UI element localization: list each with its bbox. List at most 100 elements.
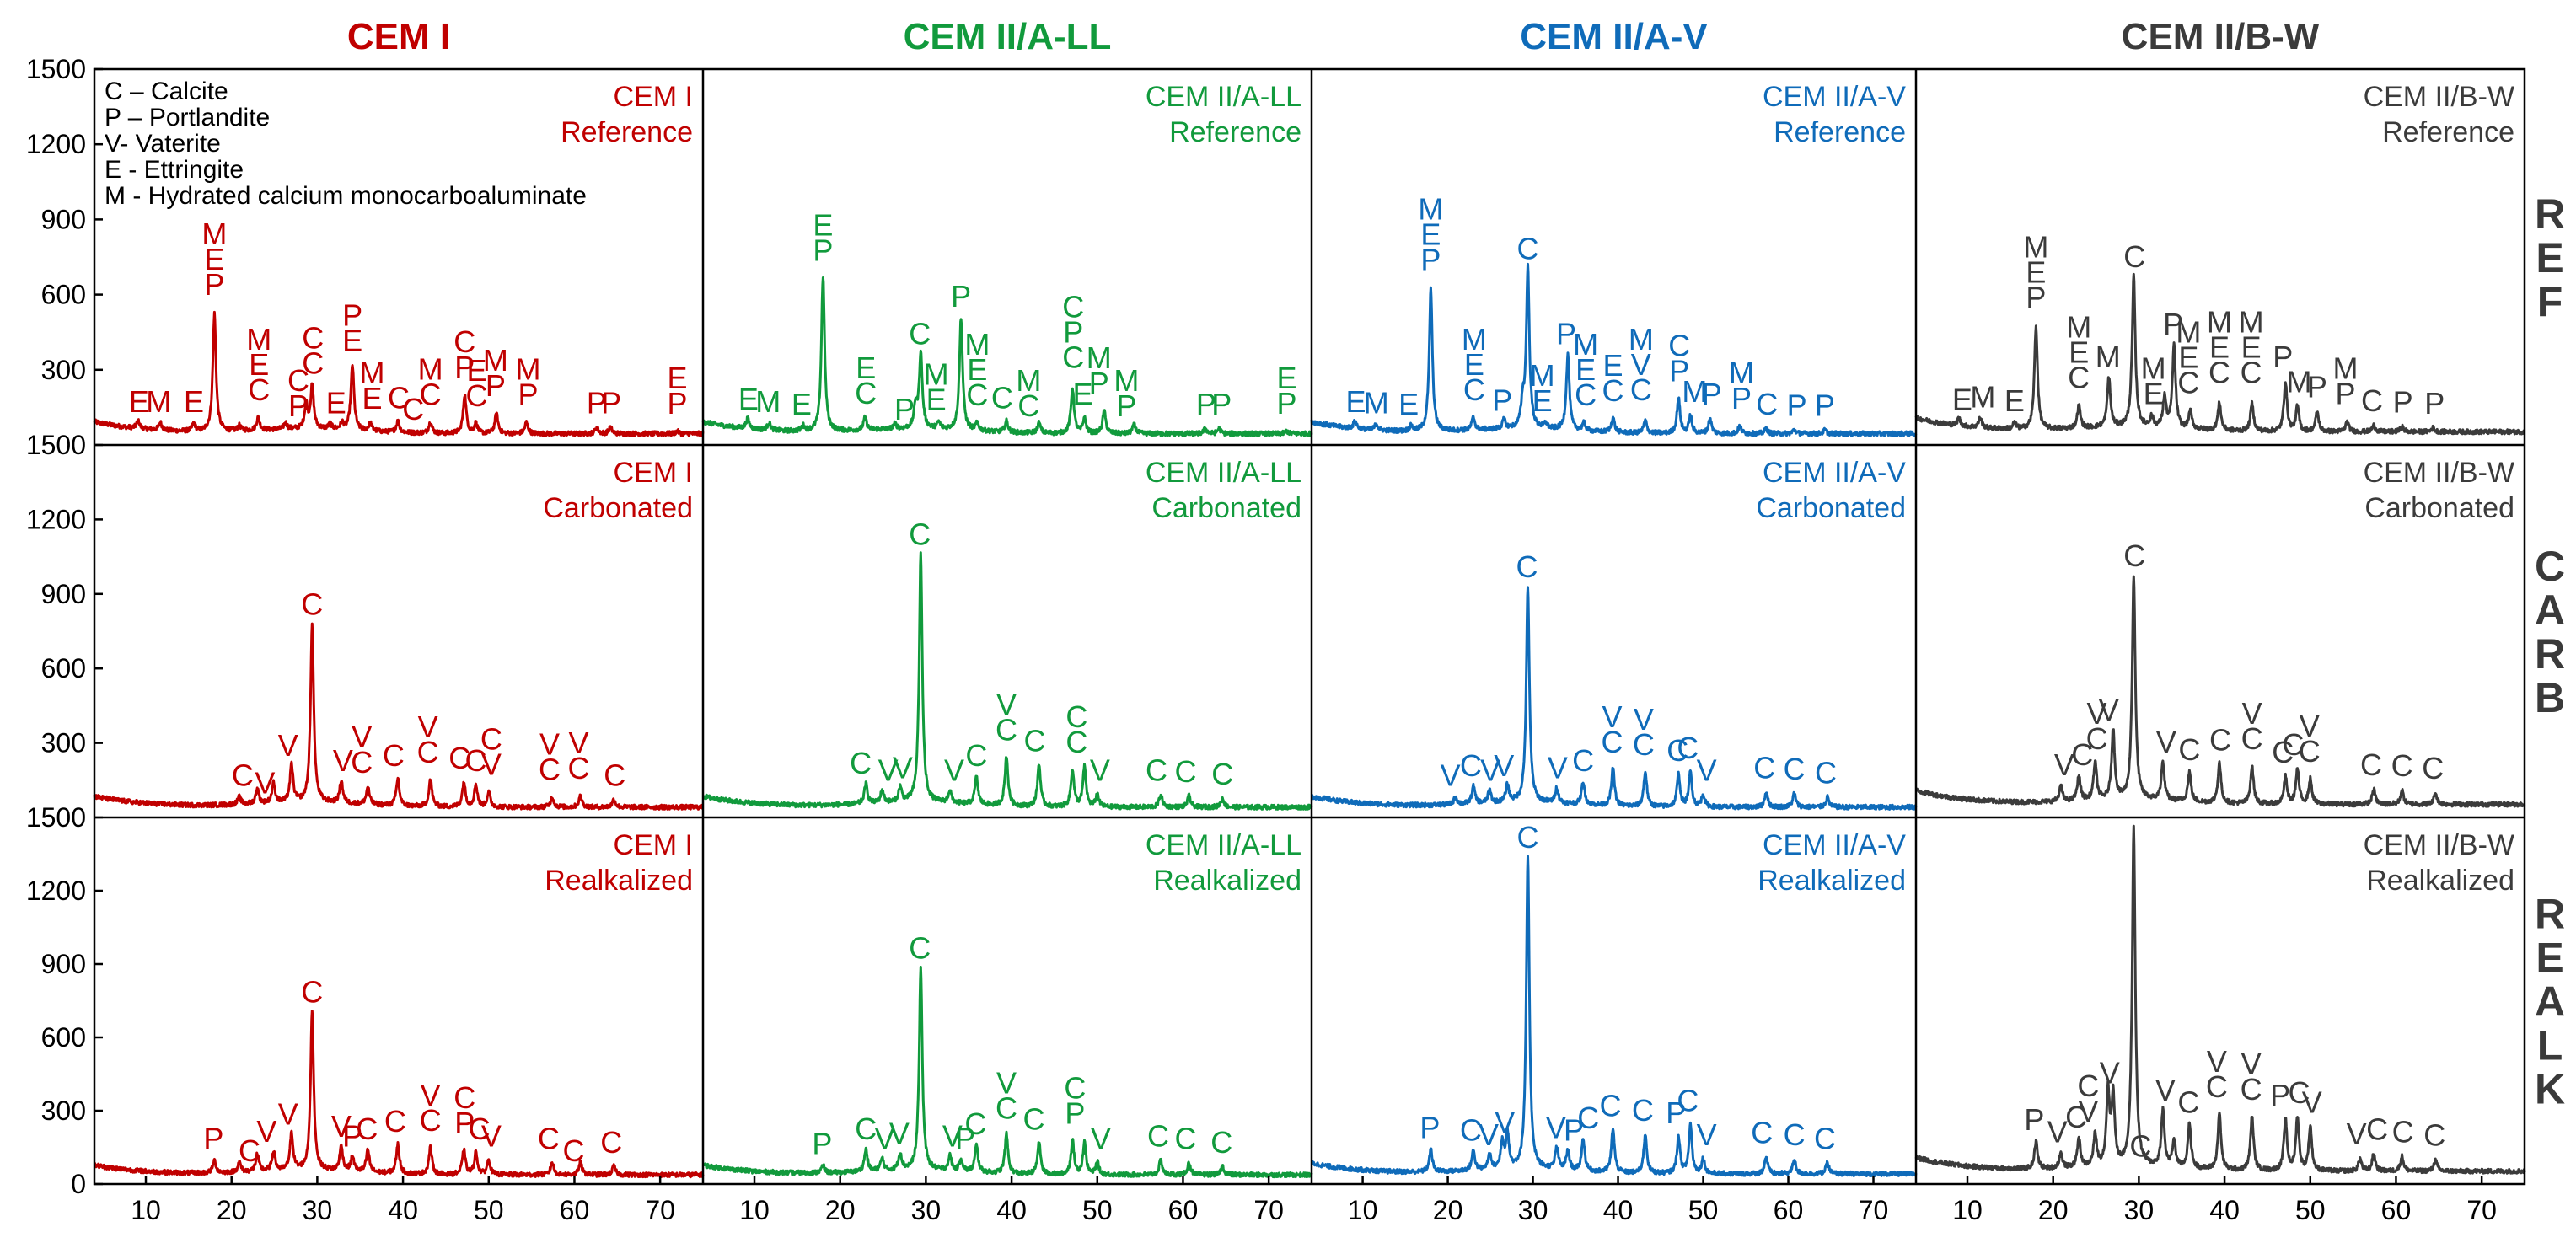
peak-label-letter: V — [996, 687, 1017, 721]
peak-label-letter: P — [518, 378, 539, 412]
peak-label: MEC — [1462, 322, 1487, 407]
panel-condition: Reference — [2382, 116, 2514, 148]
peak-label-letter: P — [486, 368, 506, 403]
peak-label-letter: C — [465, 743, 487, 778]
y-tick-label: 900 — [41, 949, 86, 979]
x-tick-label: 20 — [217, 1195, 247, 1225]
peak-label-letter: E — [967, 352, 987, 387]
peak-label-letter: C — [1633, 727, 1655, 762]
peak-label: MEC — [1573, 327, 1598, 412]
x-tick-label: 10 — [1952, 1195, 1983, 1225]
peak-label-letter: C — [1517, 820, 1539, 855]
peak-label: C — [2272, 735, 2294, 769]
peak-label-letter: M — [1087, 340, 1112, 375]
panel-sample-name: CEM II/B-W — [2364, 829, 2514, 861]
peak-label-letter: P — [2270, 1078, 2290, 1112]
peak-label-letter: V — [2300, 709, 2320, 743]
peak-label: C — [2289, 1075, 2310, 1110]
peak-label: ME — [359, 356, 384, 415]
peak-label-letter: E — [1072, 377, 1092, 411]
peak-label-letter: V — [2347, 1117, 2367, 1151]
peak-label: P — [2424, 386, 2445, 421]
peak-label: C — [600, 1125, 622, 1160]
peak-label: C — [356, 1112, 378, 1146]
peak-label-letter: V — [875, 1121, 895, 1155]
peak-label: V — [2099, 693, 2119, 727]
y-tick-label: 1500 — [26, 430, 86, 460]
peak-label-letter: C — [2423, 1118, 2445, 1153]
peak-label-letter: C — [1023, 1101, 1045, 1136]
peak-label: V — [1479, 1117, 1499, 1152]
peak-label-letter: V — [2100, 1056, 2120, 1090]
peak-label: C — [1023, 1101, 1045, 1136]
peak-label-letter: P — [1556, 317, 1576, 351]
peak-label-letter: V — [481, 1119, 502, 1154]
peak-label-letter: C — [1630, 372, 1652, 407]
peak-label-letter: M — [2023, 229, 2048, 264]
panel-condition: Realkalized — [2366, 865, 2514, 897]
column-title: CEM I — [347, 16, 450, 57]
peak-label: V — [1697, 753, 1717, 788]
y-tick-label: 900 — [41, 204, 86, 234]
peak-label-letter: C — [2123, 538, 2145, 573]
peak-label-letter: M — [1418, 191, 1443, 226]
peak-label: C — [1784, 752, 1806, 786]
peak-label: E — [2004, 383, 2025, 418]
peak-label: P — [2163, 307, 2183, 341]
peak-label-letter: C — [1175, 754, 1197, 789]
peak-label-letter: V — [421, 1078, 441, 1112]
axes-frame — [93, 67, 2526, 1186]
peak-label: V — [331, 1109, 352, 1144]
peak-label: M — [755, 384, 781, 419]
peak-label: C — [850, 746, 872, 780]
peak-label-letter: E — [856, 351, 876, 385]
peak-label: P — [587, 386, 607, 421]
panel-condition: Carbonated — [543, 492, 693, 524]
peak-label: V — [1441, 758, 1461, 793]
peak-label-letter: C — [383, 738, 405, 773]
peak-label: MC — [1016, 363, 1041, 423]
peak-label-letter: P — [454, 1106, 475, 1140]
peak-label: EP — [1277, 361, 1297, 421]
peak-label-letter: C — [1517, 232, 1539, 266]
peak-label: MEC — [964, 327, 990, 412]
peak-label: C — [1572, 743, 1594, 778]
peak-label-letter: C — [1516, 549, 1538, 584]
peak-label-letter: P — [587, 386, 607, 421]
peak-label-letter: C — [2422, 751, 2444, 785]
peak-label-letter: E — [2241, 330, 2262, 365]
peak-label-letter: V — [1091, 1121, 1111, 1155]
peak-label-letter: C — [568, 751, 590, 785]
peak-label: V — [1480, 753, 1500, 788]
peak-label-letter: C — [1602, 373, 1623, 408]
peak-label-letter: C — [909, 517, 931, 552]
peak-label-letter: M — [1573, 327, 1598, 362]
peak-label-letter: C — [966, 378, 988, 412]
peak-label-letter: V — [1546, 1111, 1566, 1145]
peak-label: C — [1599, 1088, 1621, 1122]
peak-label: C — [301, 587, 323, 621]
peak-label: C — [1784, 1117, 1806, 1152]
peak-label: C — [1024, 723, 1046, 758]
peak-label: MP — [1114, 363, 1139, 423]
peak-label-letter: C — [287, 363, 309, 398]
peak-label-letter: C — [351, 745, 373, 780]
peak-label-letter: M — [1530, 358, 1555, 393]
peak-label: P — [2024, 1102, 2044, 1137]
peak-label-letter: M — [146, 384, 171, 419]
peak-label: V — [2100, 1056, 2120, 1090]
peak-label-letter: C — [453, 1080, 475, 1115]
peak-label: P — [601, 386, 621, 421]
peak-label-letter: C — [301, 974, 323, 1009]
peak-label: MEC — [2239, 305, 2264, 390]
peak-label-letter: C — [384, 1104, 406, 1139]
peak-label: V — [278, 728, 298, 763]
peak-label: E — [792, 387, 812, 421]
peak-label: VC — [2241, 696, 2263, 756]
x-tick-label: 20 — [1433, 1195, 1463, 1225]
peak-label: EC — [855, 351, 877, 410]
peak-label-letter: V — [2087, 696, 2107, 731]
peak-label-letter: E — [813, 208, 833, 243]
spectrum-line — [1915, 575, 2526, 808]
